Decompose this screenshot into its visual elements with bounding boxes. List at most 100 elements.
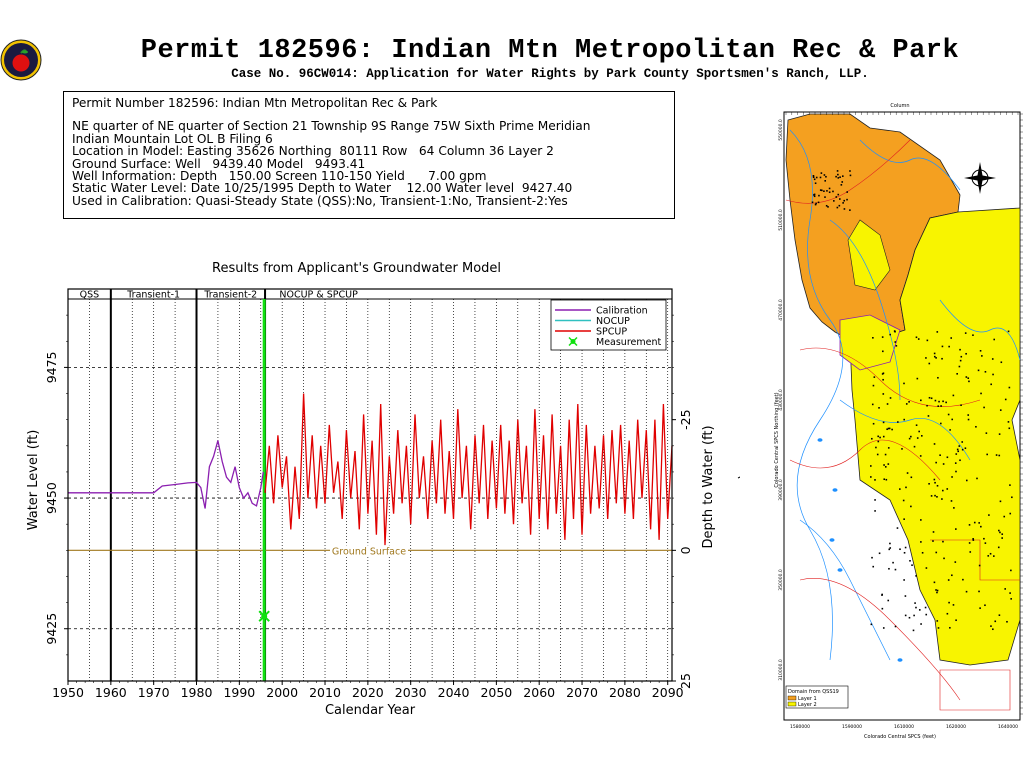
apple-logo-icon bbox=[0, 39, 42, 81]
x-tick-label: 2080 bbox=[609, 685, 641, 700]
x-tick-label: 1980 bbox=[181, 685, 213, 700]
map-well-point bbox=[870, 623, 873, 626]
map-well-point bbox=[967, 414, 970, 416]
map-river bbox=[939, 299, 1021, 361]
map-well-point bbox=[952, 394, 955, 397]
map-well-point bbox=[958, 365, 961, 368]
map-well-point bbox=[948, 345, 950, 348]
chart-title: Results from Applicant's Groundwater Mod… bbox=[212, 261, 502, 276]
map-lake bbox=[817, 438, 823, 442]
map-well-point bbox=[823, 190, 825, 193]
map-well-point bbox=[921, 551, 924, 554]
map-well-point bbox=[994, 620, 997, 623]
map-well-point bbox=[969, 551, 972, 553]
map-well-point bbox=[965, 376, 968, 378]
map-well-point bbox=[899, 548, 901, 551]
map-well-point bbox=[882, 350, 884, 353]
map-well-point bbox=[901, 448, 903, 450]
map-well-point bbox=[891, 428, 893, 431]
map-well-point bbox=[937, 405, 940, 407]
x-tick-label: 2060 bbox=[523, 685, 555, 700]
period-label: NOCUP & SPCUP bbox=[279, 290, 358, 301]
map-well-point bbox=[894, 341, 897, 343]
map-well-point bbox=[977, 369, 980, 372]
map-well-point bbox=[894, 625, 897, 628]
map-well-point bbox=[874, 479, 876, 481]
x-axis-label: Calendar Year bbox=[325, 703, 416, 718]
map-well-point bbox=[916, 437, 919, 439]
ground-surface-label: Ground Surface bbox=[332, 546, 406, 557]
map-well-point bbox=[837, 177, 840, 179]
map-well-point bbox=[936, 496, 938, 498]
map-road bbox=[939, 669, 1011, 711]
map-well-point bbox=[888, 567, 890, 570]
map-well-point bbox=[951, 418, 954, 421]
map-well-point bbox=[827, 206, 829, 208]
map-well-point bbox=[894, 568, 897, 571]
map-well-point bbox=[872, 422, 875, 425]
groundwater-chart: QSS Transient-1 Transient-2 NOCUP & SPCUP G… bbox=[26, 288, 740, 718]
map-well-point bbox=[897, 421, 899, 423]
map-well-point bbox=[882, 435, 885, 438]
map-well-point bbox=[1003, 515, 1006, 518]
map-well-point bbox=[954, 462, 957, 464]
map-well-point bbox=[903, 518, 905, 520]
map-well-point bbox=[849, 170, 851, 172]
map-well-point bbox=[821, 189, 823, 192]
legend-swatch bbox=[568, 336, 578, 347]
map-well-point bbox=[820, 172, 823, 174]
map-well-point bbox=[883, 478, 886, 481]
map-well-point bbox=[984, 604, 986, 607]
map-well-point bbox=[828, 187, 831, 190]
map-well-point bbox=[983, 537, 985, 540]
map-bottom-tick-label: 1640000 bbox=[998, 724, 1018, 730]
map-well-point bbox=[835, 196, 838, 198]
map-well-point bbox=[925, 613, 928, 616]
map-well-point bbox=[936, 589, 939, 592]
map-well-point bbox=[927, 415, 930, 417]
map-well-point bbox=[879, 436, 881, 439]
map-well-point bbox=[978, 590, 980, 593]
map-well-point bbox=[980, 392, 982, 395]
map-well-point bbox=[812, 174, 815, 177]
map-well-point bbox=[914, 602, 916, 604]
map-well-point bbox=[939, 454, 941, 456]
map-left-tick-label: 310000.0 bbox=[778, 659, 784, 681]
map-well-point bbox=[877, 440, 880, 443]
map-x-axis-label: Column bbox=[890, 103, 909, 109]
map-well-point bbox=[946, 612, 949, 615]
map-lake bbox=[832, 488, 838, 492]
map-well-point bbox=[924, 606, 927, 609]
map-ticks: 1580000 1590000 1610000 1620000 1640000 55000… bbox=[778, 112, 1023, 730]
map-well-point bbox=[910, 476, 913, 479]
map-well-point bbox=[985, 432, 988, 434]
map-well-point bbox=[1004, 398, 1007, 401]
map-well-point bbox=[840, 184, 843, 186]
map-well-point bbox=[828, 191, 831, 194]
map-well-point bbox=[918, 430, 920, 433]
map-well-point bbox=[872, 565, 875, 568]
page-subtitle: Case No. 96CW014: Application for Water … bbox=[231, 67, 869, 81]
map-well-point bbox=[954, 561, 957, 563]
map-well-point bbox=[937, 376, 939, 379]
map-well-point bbox=[955, 619, 957, 622]
map-well-point bbox=[960, 404, 962, 407]
map-well-point bbox=[837, 173, 839, 176]
map-well-point bbox=[899, 488, 901, 490]
ground-surface-line: Ground Surface: Well 9439.40 Model 9493.… bbox=[72, 156, 366, 171]
map-well-point bbox=[936, 331, 939, 333]
map-well-point bbox=[882, 378, 884, 381]
map-river bbox=[829, 219, 901, 401]
map-well-point bbox=[935, 551, 938, 554]
map-well-point bbox=[896, 527, 899, 529]
map-well-point bbox=[919, 455, 922, 457]
map-well-point bbox=[819, 176, 822, 179]
map-well-point bbox=[819, 189, 822, 191]
map-well-point bbox=[815, 202, 817, 205]
map-well-point bbox=[943, 557, 945, 560]
map-well-point bbox=[833, 200, 835, 202]
permit-number-line: Permit Number 182596: Indian Mtn Metropo… bbox=[72, 96, 438, 110]
map-well-point bbox=[975, 425, 977, 428]
map-well-point bbox=[835, 175, 837, 178]
map-well-point bbox=[942, 489, 944, 492]
